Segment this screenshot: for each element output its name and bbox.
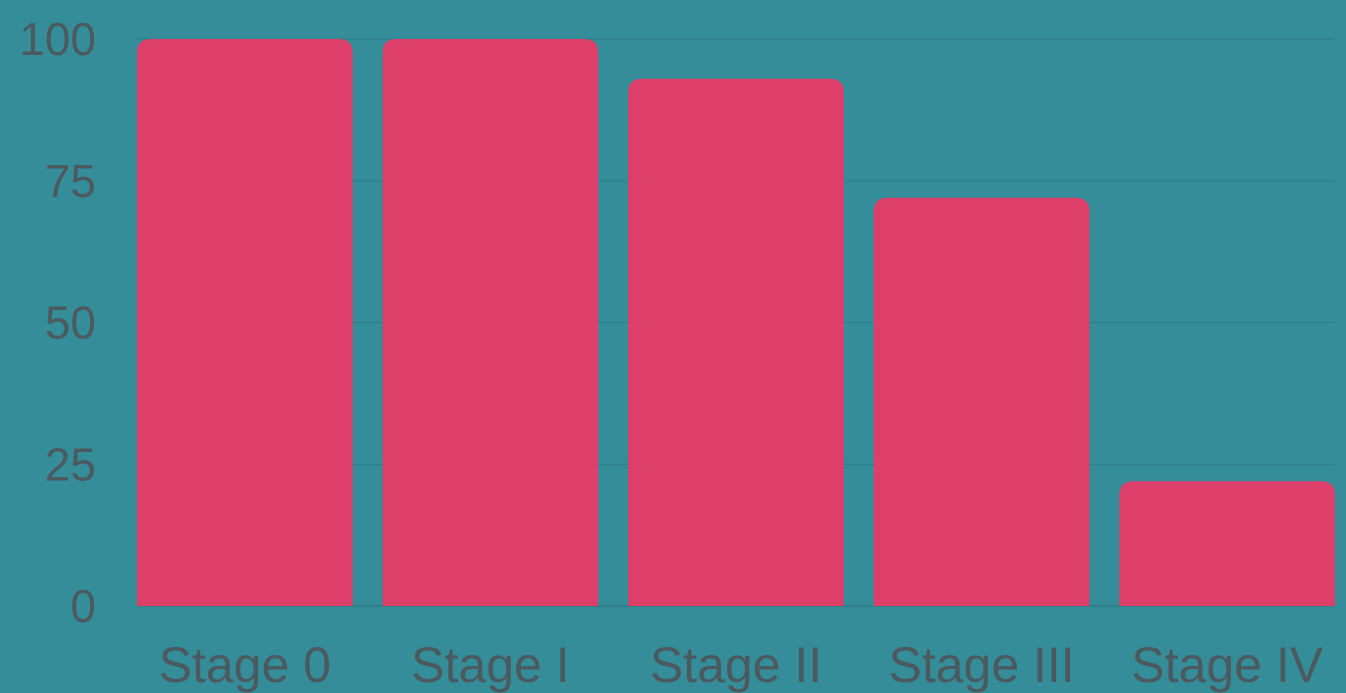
bars: [137, 39, 1335, 606]
y-tick-label: 50: [45, 297, 96, 349]
y-axis-ticks: 0 25 50 75 100: [19, 13, 96, 632]
x-category-label: Stage III: [888, 637, 1074, 693]
y-tick-label: 75: [45, 155, 96, 207]
y-tick-label: 0: [70, 580, 96, 632]
y-tick-label: 25: [45, 438, 96, 490]
x-category-label: Stage II: [650, 637, 822, 693]
x-category-label: Stage IV: [1131, 637, 1323, 693]
y-tick-label: 100: [19, 13, 96, 65]
x-category-label: Stage I: [411, 637, 569, 693]
bar-stage-ii: [628, 78, 844, 606]
bar-stage-iii: [873, 197, 1090, 606]
bar-stage-0: [137, 39, 353, 606]
bar-stage-i: [382, 39, 599, 606]
bar-stage-iv: [1119, 481, 1335, 606]
x-axis-categories: Stage 0 Stage I Stage II Stage III Stage IV: [159, 637, 1324, 693]
x-category-label: Stage 0: [159, 637, 331, 693]
